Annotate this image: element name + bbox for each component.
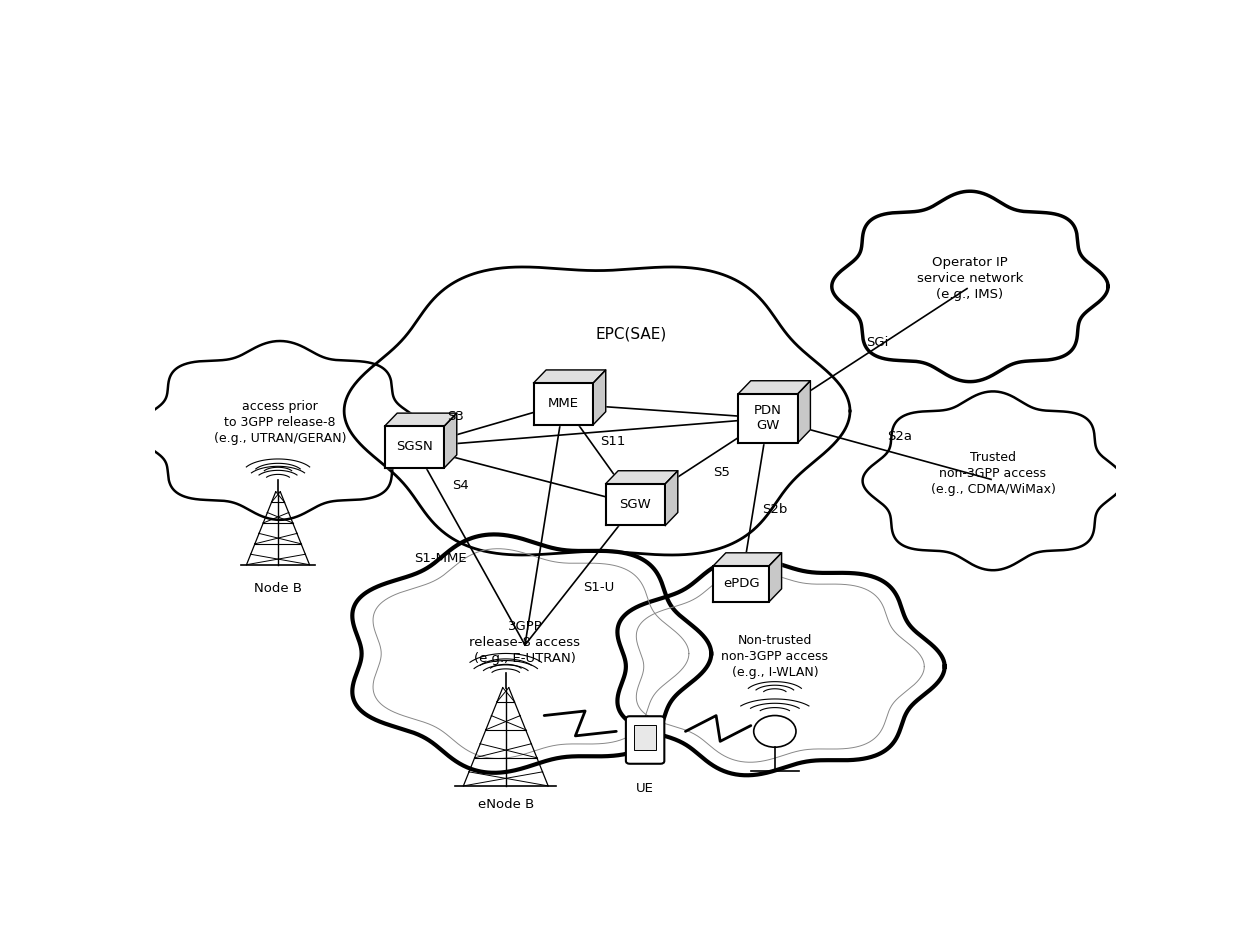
Polygon shape [832,192,1109,381]
Polygon shape [605,483,666,525]
Polygon shape [618,558,945,775]
Text: UE: UE [636,782,653,795]
Polygon shape [713,566,769,602]
FancyBboxPatch shape [634,726,656,750]
Polygon shape [345,267,849,555]
Polygon shape [384,426,444,468]
Text: MME: MME [548,397,579,410]
Text: Trusted
non-3GPP access
(e.g., CDMA/WiMax): Trusted non-3GPP access (e.g., CDMA/WiMa… [930,451,1055,496]
Text: 3GPP
release-8 access
(e.g., E-UTRAN): 3GPP release-8 access (e.g., E-UTRAN) [470,621,580,666]
Text: Operator IP
service network
(e.g., IMS): Operator IP service network (e.g., IMS) [916,255,1023,301]
Polygon shape [593,370,605,424]
Text: Non-trusted
non-3GPP access
(e.g., I-WLAN): Non-trusted non-3GPP access (e.g., I-WLA… [722,634,828,680]
Text: Node B: Node B [254,582,303,595]
Text: S4: S4 [453,479,469,492]
Polygon shape [605,470,678,483]
Polygon shape [769,553,781,602]
Text: S1-U: S1-U [583,581,615,594]
Polygon shape [444,413,456,468]
Polygon shape [797,381,811,442]
Text: SGi: SGi [867,336,889,349]
FancyBboxPatch shape [626,716,665,764]
Text: S1-MME: S1-MME [414,552,466,565]
Polygon shape [533,370,605,383]
Text: S11: S11 [600,436,625,449]
Polygon shape [666,470,678,525]
Polygon shape [352,535,712,773]
Polygon shape [384,413,456,426]
Polygon shape [738,381,811,394]
Polygon shape [713,553,781,566]
Text: SGSN: SGSN [396,440,433,453]
Polygon shape [533,383,593,424]
Text: access prior
to 3GPP release-8
(e.g., UTRAN/GERAN): access prior to 3GPP release-8 (e.g., UT… [213,400,346,445]
Polygon shape [738,394,797,442]
Text: S5: S5 [713,466,730,479]
Text: S2a: S2a [888,430,913,442]
Text: SGW: SGW [620,498,651,511]
Polygon shape [863,392,1123,570]
Text: eNode B: eNode B [477,798,534,811]
Circle shape [754,715,796,747]
Text: PDN
GW: PDN GW [754,404,782,432]
Text: S3: S3 [448,410,464,423]
Text: S2b: S2b [763,503,787,516]
Text: EPC(SAE): EPC(SAE) [595,326,667,341]
Text: ePDG: ePDG [723,577,760,590]
Polygon shape [136,341,424,520]
